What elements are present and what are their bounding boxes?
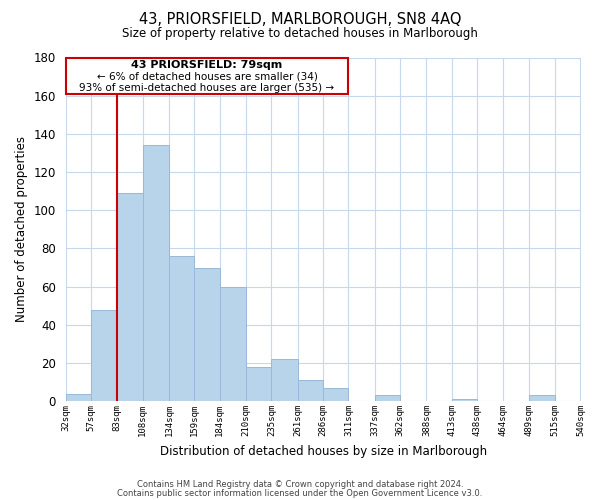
Bar <box>298 380 323 401</box>
Bar <box>375 396 400 401</box>
Bar <box>169 256 194 401</box>
Y-axis label: Number of detached properties: Number of detached properties <box>15 136 28 322</box>
Text: 43 PRIORSFIELD: 79sqm: 43 PRIORSFIELD: 79sqm <box>131 60 283 70</box>
Bar <box>143 146 169 401</box>
Bar <box>65 394 91 401</box>
Bar <box>118 193 143 401</box>
Text: ← 6% of detached houses are smaller (34): ← 6% of detached houses are smaller (34) <box>97 72 317 82</box>
FancyBboxPatch shape <box>65 58 349 94</box>
Text: Contains public sector information licensed under the Open Government Licence v3: Contains public sector information licen… <box>118 488 482 498</box>
Bar <box>194 268 220 401</box>
Text: 43, PRIORSFIELD, MARLBOROUGH, SN8 4AQ: 43, PRIORSFIELD, MARLBOROUGH, SN8 4AQ <box>139 12 461 28</box>
Bar <box>271 359 298 401</box>
Bar <box>91 310 118 401</box>
Text: Contains HM Land Registry data © Crown copyright and database right 2024.: Contains HM Land Registry data © Crown c… <box>137 480 463 489</box>
Bar <box>323 388 349 401</box>
Bar <box>452 399 477 401</box>
X-axis label: Distribution of detached houses by size in Marlborough: Distribution of detached houses by size … <box>160 444 487 458</box>
Bar <box>529 396 555 401</box>
Text: 93% of semi-detached houses are larger (535) →: 93% of semi-detached houses are larger (… <box>79 84 335 94</box>
Text: Size of property relative to detached houses in Marlborough: Size of property relative to detached ho… <box>122 28 478 40</box>
Bar <box>220 286 246 401</box>
Bar <box>246 367 271 401</box>
